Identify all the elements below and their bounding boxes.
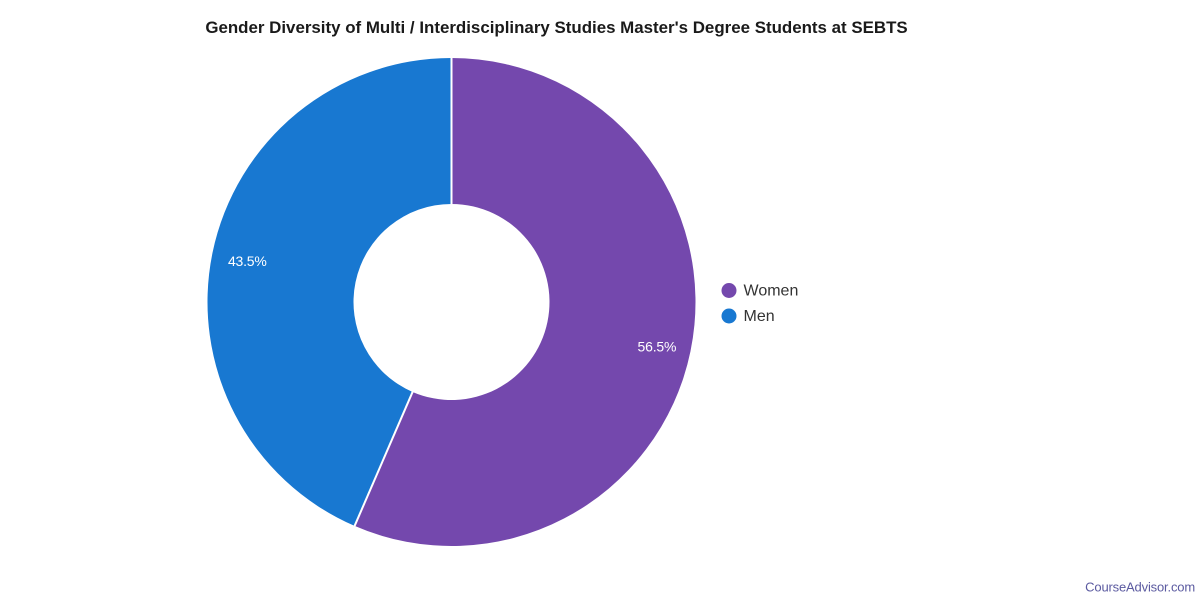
svg-text:43.5%: 43.5% bbox=[228, 253, 267, 269]
svg-text:Gender Diversity of Multi / In: Gender Diversity of Multi / Interdiscipl… bbox=[205, 18, 907, 37]
svg-text:Women: Women bbox=[744, 283, 799, 300]
svg-text:56.5%: 56.5% bbox=[638, 338, 677, 354]
svg-text:Men: Men bbox=[744, 308, 775, 325]
svg-text:CourseAdvisor.com: CourseAdvisor.com bbox=[1085, 580, 1195, 595]
